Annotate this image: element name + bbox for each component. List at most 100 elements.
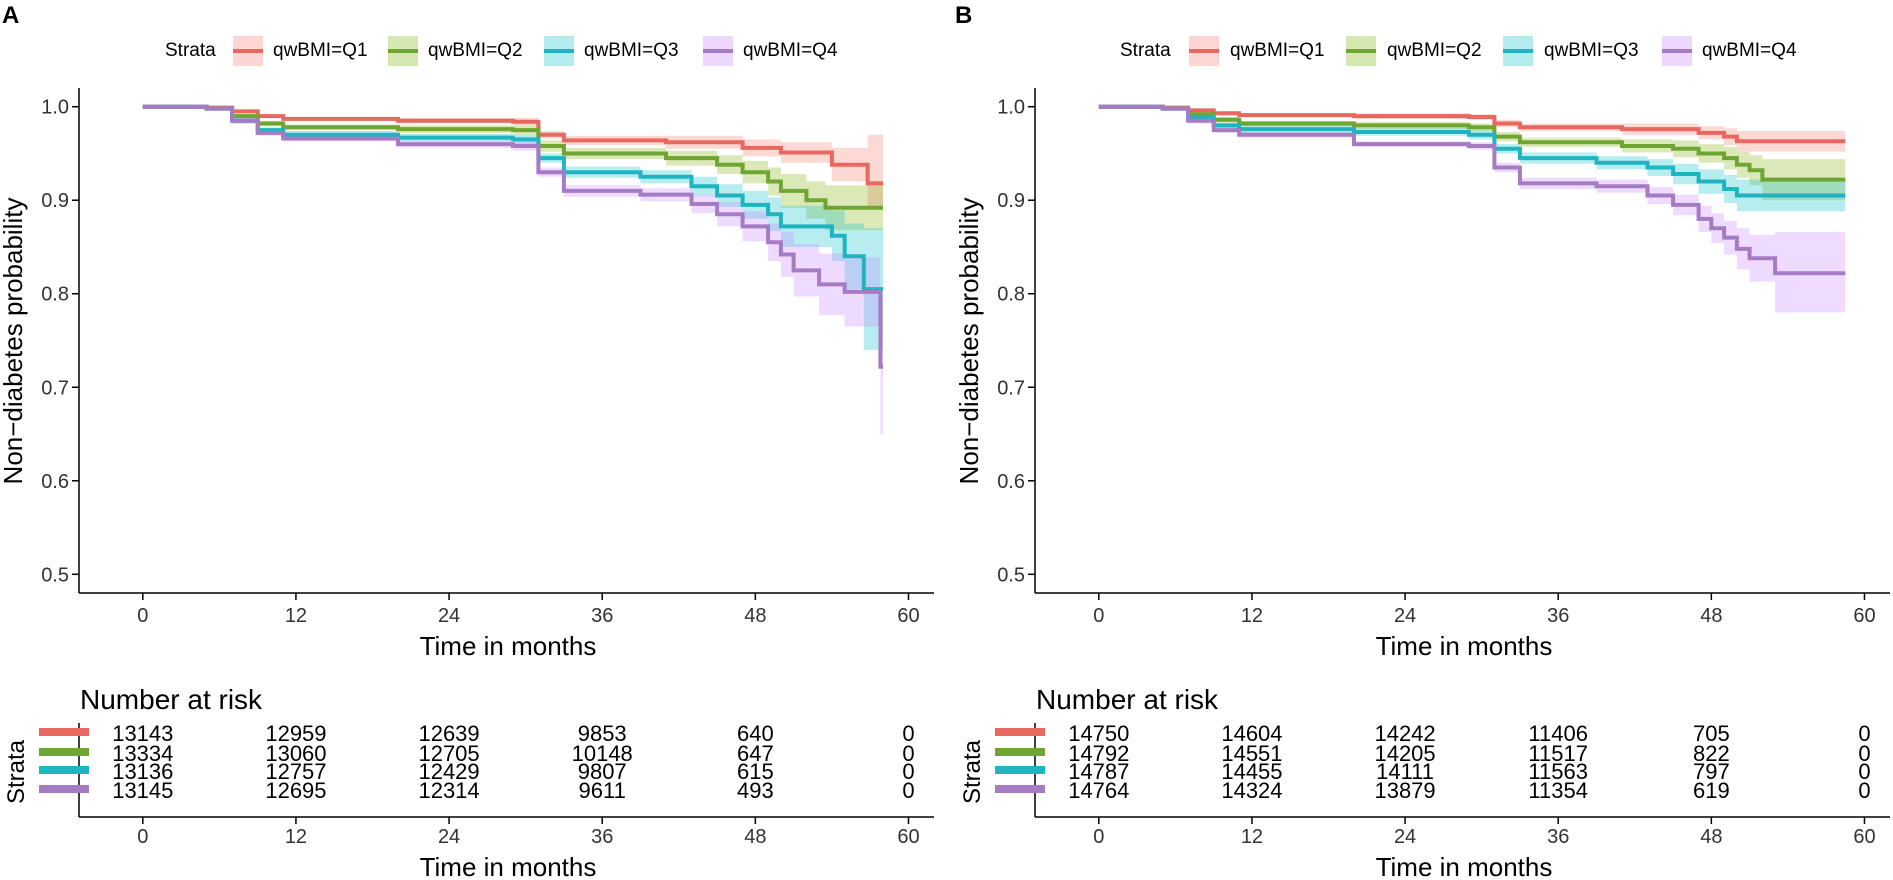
y-tick-label: 0.8 xyxy=(997,284,1025,306)
panel-b-x-axis-title: Time in months xyxy=(1376,631,1553,661)
risk-value: 615 xyxy=(737,759,774,784)
panel-b-x-ticks: 0 12 24 36 48 60 xyxy=(1093,593,1876,627)
y-tick-label: 0.7 xyxy=(41,377,69,399)
y-tick-label: 1.0 xyxy=(997,97,1025,119)
survival-curve-q4 xyxy=(142,104,883,369)
risk-value: 0 xyxy=(1858,741,1870,766)
survival-curve-q1 xyxy=(1098,104,1846,144)
panel-a-risk-x-ticks: 0 12 24 36 48 60 xyxy=(137,817,920,848)
risk-value: 14455 xyxy=(1221,759,1282,784)
panel-a-risk-y-title: Strata xyxy=(3,739,30,804)
risk-value: 705 xyxy=(1693,721,1730,746)
risk-value: 9611 xyxy=(579,778,626,803)
panel-a-risk-strata-keys xyxy=(39,728,89,793)
panel-b-risk-y-title: Strata xyxy=(959,739,986,804)
risk-value: 11517 xyxy=(1528,741,1588,766)
risk-value: 10148 xyxy=(572,741,633,766)
risk-value: 14764 xyxy=(1068,778,1129,803)
risk-value: 14604 xyxy=(1221,721,1282,746)
risk-value: 0 xyxy=(1858,759,1870,784)
risk-value: 14324 xyxy=(1221,778,1282,803)
panel-a-legend: Strata qwBMI=Q1 qwBMI=Q2 qwBMI=Q3 qwBMI=… xyxy=(165,36,838,66)
survival-curve-q2 xyxy=(142,104,883,210)
risk-value: 13143 xyxy=(112,721,173,746)
risk-value: 493 xyxy=(737,778,774,803)
y-tick-label: 0.7 xyxy=(997,377,1025,399)
panel-b-label: B xyxy=(955,2,972,29)
x-tick-label: 0 xyxy=(137,605,148,627)
risk-value: 14205 xyxy=(1374,741,1435,766)
risk-x-tick-label: 60 xyxy=(1853,826,1875,848)
panel-b-risk-table: Number at risk Strata 14750 14604 14242 114… xyxy=(959,684,1890,880)
risk-value: 12429 xyxy=(418,759,479,784)
risk-value: 12695 xyxy=(265,778,326,803)
panel-a-survival-curves xyxy=(142,104,883,369)
panel-b-risk-x-title: Time in months xyxy=(1376,852,1553,880)
legend-title: Strata xyxy=(1120,40,1171,61)
risk-value: 14792 xyxy=(1068,741,1129,766)
risk-x-tick-label: 0 xyxy=(137,826,148,848)
panel-b: B Strata qwBMI=Q1 qwBMI=Q2 qwBMI=Q3 qwBM… xyxy=(954,2,1890,880)
panel-b-legend: Strata qwBMI=Q1 qwBMI=Q2 qwBMI=Q3 qwBMI=… xyxy=(1120,36,1797,66)
risk-value: 13145 xyxy=(112,778,173,803)
risk-x-tick-label: 36 xyxy=(591,826,613,848)
x-tick-label: 36 xyxy=(1547,605,1569,627)
risk-value: 14242 xyxy=(1374,721,1435,746)
panel-b-survival-plot: 0.5 0.6 0.7 0.8 0.9 1.0 0 12 24 36 48 60 Time in m… xyxy=(954,88,1890,661)
risk-value: 11354 xyxy=(1528,778,1588,803)
panel-b-risk-x-ticks: 0 12 24 36 48 60 xyxy=(1093,817,1876,848)
risk-value: 0 xyxy=(902,721,914,746)
panel-a-y-axis-title: Non−diabetes probability xyxy=(0,198,28,485)
risk-value: 14750 xyxy=(1068,721,1129,746)
risk-value: 0 xyxy=(902,778,914,803)
legend-label-q4: qwBMI=Q4 xyxy=(743,40,838,61)
risk-x-tick-label: 12 xyxy=(1241,826,1263,848)
y-tick-label: 0.8 xyxy=(41,284,69,306)
risk-value: 14551 xyxy=(1221,741,1282,766)
y-tick-label: 0.5 xyxy=(41,564,69,586)
risk-x-tick-label: 48 xyxy=(1700,826,1722,848)
risk-value: 11563 xyxy=(1528,759,1588,784)
y-tick-label: 0.5 xyxy=(997,564,1025,586)
risk-x-tick-label: 36 xyxy=(1547,826,1569,848)
panel-a-x-axis-title: Time in months xyxy=(420,631,597,661)
risk-value: 619 xyxy=(1693,778,1730,803)
risk-value: 14787 xyxy=(1068,759,1129,784)
legend-label-q2: qwBMI=Q2 xyxy=(1387,40,1482,61)
y-tick-label: 0.6 xyxy=(41,471,69,493)
risk-value: 12639 xyxy=(418,721,479,746)
panel-b-risk-title: Number at risk xyxy=(1036,684,1219,715)
panel-a-survival-plot: 0.5 0.6 0.7 0.8 0.9 1.0 0 12 24 36 48 60 Time in m… xyxy=(0,88,934,661)
panel-b-y-ticks: 0.5 0.6 0.7 0.8 0.9 1.0 xyxy=(997,97,1035,586)
risk-value: 14111 xyxy=(1376,759,1434,784)
risk-value: 822 xyxy=(1693,741,1730,766)
risk-value: 12959 xyxy=(265,721,326,746)
x-tick-label: 36 xyxy=(591,605,613,627)
x-tick-label: 60 xyxy=(1853,605,1875,627)
risk-value: 0 xyxy=(902,741,914,766)
survival-curve-q2 xyxy=(1098,104,1846,182)
panel-b-y-axis-title: Non−diabetes probability xyxy=(954,198,984,485)
x-tick-label: 48 xyxy=(1700,605,1722,627)
legend-label-q1: qwBMI=Q1 xyxy=(1230,40,1325,61)
risk-value: 11406 xyxy=(1528,721,1588,746)
survival-curve-q3 xyxy=(1098,104,1846,198)
risk-x-tick-label: 24 xyxy=(1394,826,1416,848)
panel-a-x-ticks: 0 12 24 36 48 60 xyxy=(137,593,920,627)
risk-value: 9853 xyxy=(578,721,627,746)
y-tick-label: 0.9 xyxy=(997,190,1025,212)
risk-value: 797 xyxy=(1693,759,1730,784)
panel-b-risk-strata-keys xyxy=(995,728,1045,793)
risk-value: 0 xyxy=(1858,721,1870,746)
risk-x-tick-label: 48 xyxy=(744,826,766,848)
risk-value: 12705 xyxy=(418,741,479,766)
x-tick-label: 60 xyxy=(897,605,919,627)
legend-title: Strata xyxy=(165,40,216,61)
panel-a-risk-values: 13143 12959 12639 9853 640 0 13334 13060 12705 10… xyxy=(112,721,914,803)
panel-a-label: A xyxy=(2,2,19,29)
risk-value: 13060 xyxy=(265,741,326,766)
panel-a-confidence-bands xyxy=(142,106,884,434)
panel-b-survival-curves xyxy=(1098,104,1846,276)
